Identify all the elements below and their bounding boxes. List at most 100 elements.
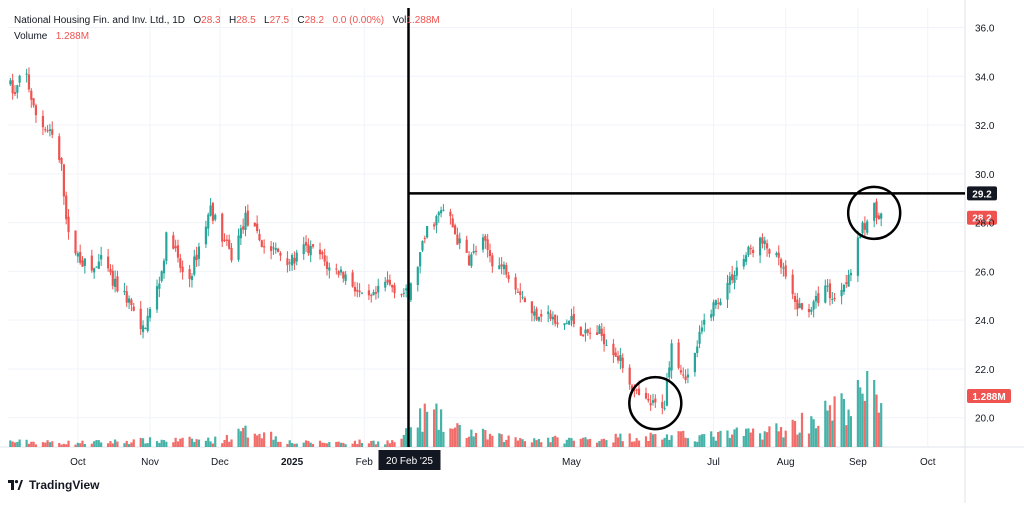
x-tick-label: Jul [707, 457, 720, 468]
volume-bar [663, 437, 666, 447]
candle [125, 285, 128, 308]
candle-body [95, 266, 98, 268]
volume-bar [277, 441, 280, 447]
candle-body [644, 392, 648, 399]
candle-body [745, 255, 748, 262]
candle [172, 231, 175, 250]
candle [356, 282, 359, 298]
volume-bar [523, 441, 527, 447]
candle [141, 320, 145, 339]
candle [817, 286, 820, 307]
candle-body [742, 258, 745, 267]
candle-body [807, 308, 811, 313]
volume-bar [393, 442, 396, 447]
candle-body [423, 237, 426, 239]
candle-body [97, 261, 100, 269]
volume-bar [416, 427, 419, 447]
candle-body [472, 251, 475, 253]
candle-body [230, 248, 233, 261]
volume-bar [351, 443, 354, 447]
tradingview-logo[interactable]: TradingView [8, 478, 99, 492]
candle-body [442, 209, 445, 211]
level-price-box [967, 186, 997, 201]
volume-bar [693, 441, 696, 447]
candle [419, 251, 422, 274]
candle [502, 261, 506, 276]
candle [339, 266, 343, 276]
candle-body [209, 205, 212, 216]
candle-body [127, 298, 131, 303]
candle [710, 309, 713, 322]
candle-body [277, 248, 280, 252]
candle-body [465, 239, 468, 253]
candle-body [123, 290, 126, 292]
candle [782, 262, 785, 277]
candle [833, 292, 836, 302]
last-price-box [967, 210, 997, 225]
candle [79, 244, 82, 265]
volume-bar [93, 441, 96, 447]
candle-body [582, 334, 585, 337]
candle [211, 201, 215, 225]
candle-body [782, 267, 785, 269]
candle-body [328, 267, 331, 271]
x-tick-label: Oct [920, 457, 936, 468]
candle-body [849, 272, 853, 276]
candle-body [800, 303, 804, 310]
volume-bar [353, 440, 357, 447]
volume-bar [458, 424, 461, 447]
candle-body [735, 267, 738, 276]
volume-bar [16, 441, 19, 447]
candle [679, 364, 683, 375]
volume-bar [172, 442, 175, 447]
candle-body [155, 286, 159, 310]
candle [335, 263, 338, 275]
candle [351, 269, 354, 288]
candle [409, 282, 412, 302]
volume-bar [127, 444, 131, 447]
candle-body [514, 277, 517, 290]
candle-body [633, 389, 636, 391]
candle-body [130, 299, 133, 305]
candle-body [391, 284, 394, 288]
candle-body [211, 202, 215, 221]
volume-bar [400, 438, 403, 447]
candle-body [498, 265, 501, 270]
candle-body [360, 292, 364, 294]
candle [584, 322, 587, 342]
candle-body [507, 275, 510, 280]
volume-bar [565, 439, 568, 447]
candle [745, 252, 748, 266]
candle [435, 214, 438, 234]
candle [132, 302, 135, 312]
candle-body [309, 246, 312, 256]
candle-body [863, 223, 866, 230]
volume-bar [309, 442, 312, 447]
volume-bar [651, 434, 655, 447]
volume-bar [244, 425, 247, 447]
candle-body [845, 282, 848, 284]
candle-body [286, 258, 289, 266]
candle [405, 284, 408, 298]
candle [505, 262, 508, 278]
candle [195, 246, 198, 267]
candle-body [747, 246, 750, 255]
volume-bar [500, 434, 503, 447]
candle-body [351, 272, 354, 287]
candle-body [79, 252, 82, 263]
candle-body [579, 327, 582, 336]
volume-bar [840, 393, 843, 447]
volume-bar [132, 439, 135, 447]
candle [635, 388, 638, 395]
candle [237, 228, 240, 262]
candle-body [260, 240, 263, 248]
candle-body [16, 85, 19, 93]
candle [849, 269, 853, 282]
candle [628, 364, 631, 390]
volume-bar [295, 443, 298, 447]
candle [768, 248, 771, 258]
crosshair-date-box [378, 450, 441, 470]
volume-bar [451, 428, 454, 447]
